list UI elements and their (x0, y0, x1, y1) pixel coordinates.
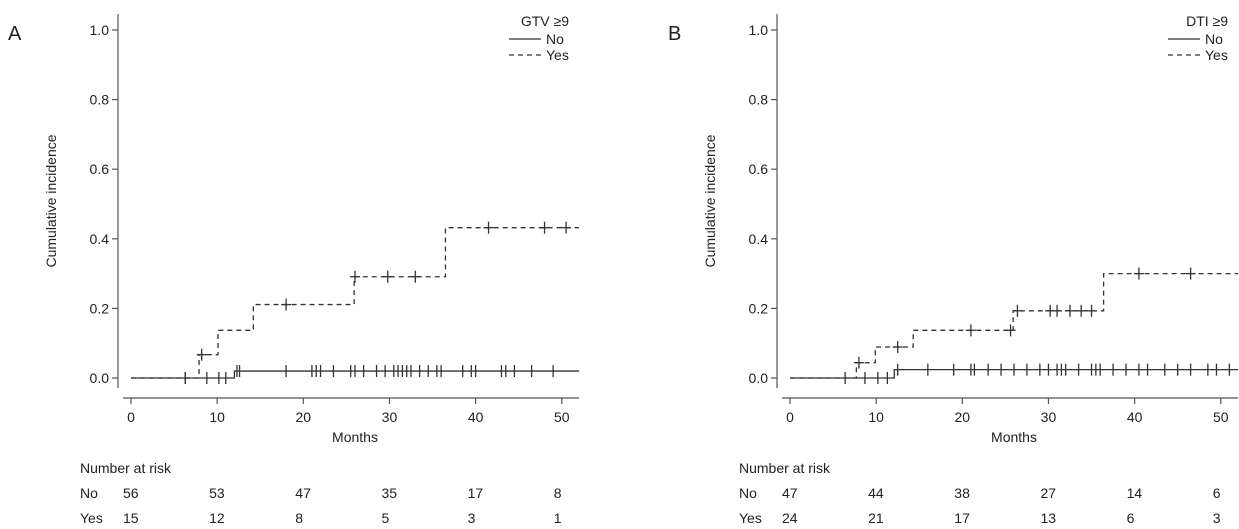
risk-value: 6 (1127, 510, 1135, 526)
censor-mark-yes (483, 221, 494, 234)
risk-value: 27 (1040, 485, 1056, 501)
panel-letter: B (668, 23, 681, 45)
y-tick-label: 1.0 (749, 22, 769, 38)
legend-label-yes: Yes (1205, 47, 1228, 63)
series-line-yes (790, 272, 1238, 379)
risk-value: 47 (295, 485, 311, 501)
panel-b: B 0.0 0.2 0.4 0.6 0.8 1.0 0 10 20 30 40 50 Cumulative… (668, 13, 1238, 526)
risk-value: 53 (209, 485, 225, 501)
y-tick-label: 0.8 (749, 92, 769, 108)
censor-mark-yes (1052, 304, 1063, 317)
risk-value: 3 (468, 510, 476, 526)
risk-value: 17 (468, 485, 484, 501)
y-tick-label: 0.4 (749, 231, 769, 247)
risk-value: 47 (782, 485, 798, 501)
censor-mark-yes (892, 341, 903, 354)
censor-mark-yes (539, 221, 550, 234)
panel-letter: A (8, 23, 22, 45)
x-tick-label: 10 (209, 409, 225, 425)
risk-value: 38 (954, 485, 970, 501)
risk-value: 3 (1213, 510, 1221, 526)
legend-title: GTV ≥9 (521, 13, 569, 29)
y-tick-label: 0.6 (90, 161, 110, 177)
risk-table-title: Number at risk (739, 460, 831, 476)
risk-value: 6 (1213, 485, 1221, 501)
risk-row-label: No (80, 485, 98, 501)
risk-row-label: No (739, 485, 757, 501)
censor-mark-yes (350, 270, 360, 283)
x-tick-label: 50 (554, 409, 570, 425)
risk-value: 44 (868, 485, 884, 501)
risk-table-title: Number at risk (80, 460, 172, 476)
censor-mark-yes (1133, 267, 1144, 280)
x-tick-label: 30 (1041, 409, 1057, 425)
y-tick-label: 1.0 (90, 22, 110, 38)
legend-title: DTI ≥9 (1186, 13, 1228, 29)
y-tick-label: 0.2 (90, 300, 110, 316)
x-tick-label: 0 (786, 409, 794, 425)
x-tick-label: 20 (296, 409, 312, 425)
risk-value: 24 (782, 510, 798, 526)
x-tick-label: 30 (382, 409, 398, 425)
legend-label-no: No (1205, 31, 1223, 47)
y-axis-title: Cumulative incidence (43, 134, 59, 267)
risk-value: 15 (123, 510, 139, 526)
x-tick-label: 20 (955, 409, 971, 425)
risk-value: 56 (123, 485, 139, 501)
risk-value: 13 (1040, 510, 1056, 526)
series-line-yes (131, 227, 579, 379)
x-axis-title: Months (332, 429, 378, 445)
x-tick-label: 10 (868, 409, 884, 425)
risk-value: 14 (1127, 485, 1143, 501)
y-axis-title: Cumulative incidence (702, 134, 718, 267)
censor-mark-yes (561, 221, 572, 234)
censor-mark-yes (965, 324, 976, 337)
risk-value: 21 (868, 510, 884, 526)
panel-a: A 0.0 0.2 0.4 0.6 0.8 1.0 0 10 20 30 40 50 Cumulative… (8, 13, 579, 526)
x-tick-label: 0 (127, 409, 135, 425)
x-tick-label: 40 (468, 409, 484, 425)
censor-mark-yes (410, 270, 421, 283)
censor-mark-yes (1012, 304, 1023, 317)
censor-mark-yes (1076, 304, 1087, 317)
legend-label-yes: Yes (546, 47, 569, 63)
risk-value: 1 (554, 510, 562, 526)
y-tick-label: 0.2 (749, 300, 769, 316)
y-tick-label: 0.8 (90, 92, 110, 108)
risk-value: 5 (381, 510, 389, 526)
x-tick-label: 40 (1127, 409, 1143, 425)
risk-row-label: Yes (739, 510, 762, 526)
risk-value: 12 (209, 510, 225, 526)
risk-value: 8 (295, 510, 303, 526)
censor-mark-yes (196, 348, 207, 361)
x-axis-title: Months (991, 429, 1037, 445)
y-tick-label: 0.0 (749, 370, 769, 386)
risk-value: 35 (381, 485, 397, 501)
censor-mark-yes (281, 298, 292, 311)
censor-mark-yes (1005, 324, 1016, 337)
censor-mark-yes (1185, 267, 1196, 280)
y-tick-label: 0.0 (90, 370, 110, 386)
y-tick-label: 0.4 (90, 231, 110, 247)
y-tick-label: 0.6 (749, 161, 769, 177)
risk-row-label: Yes (80, 510, 103, 526)
censor-mark-yes (853, 356, 864, 369)
censor-mark-yes (1086, 304, 1097, 317)
risk-value: 17 (954, 510, 970, 526)
censor-mark-yes (382, 270, 393, 283)
legend-label-no: No (546, 31, 564, 47)
censor-mark-yes (1065, 304, 1075, 317)
x-tick-label: 50 (1213, 409, 1229, 425)
risk-value: 8 (554, 485, 562, 501)
